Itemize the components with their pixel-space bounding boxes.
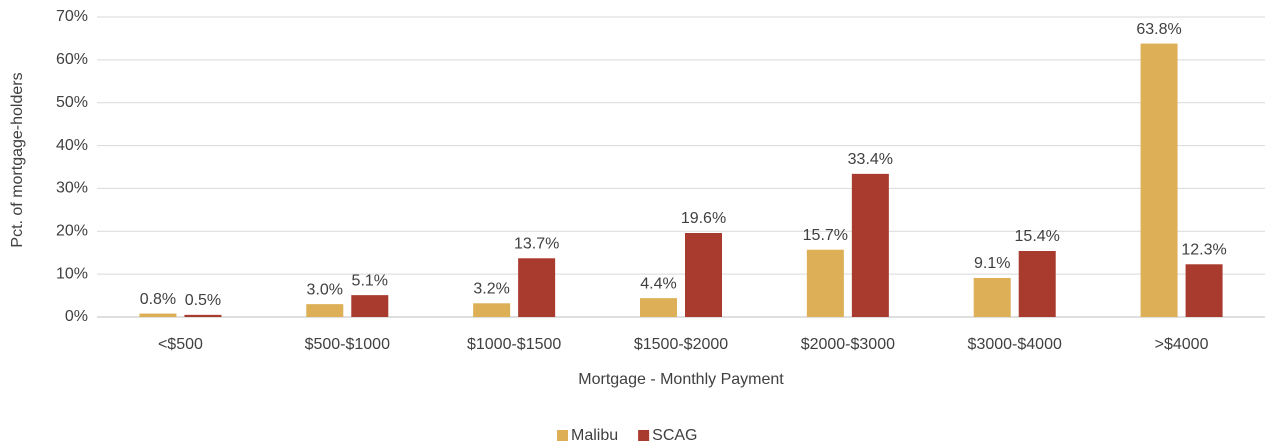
- y-axis-title: Pct. of mortgage-holders: [9, 72, 26, 247]
- bar: [184, 314, 222, 317]
- y-tick-label: 50%: [56, 94, 88, 111]
- data-label: 12.3%: [1181, 242, 1226, 259]
- bar: [1185, 264, 1223, 317]
- y-tick-label: 30%: [56, 180, 88, 197]
- x-tick-label: >$4000: [1155, 336, 1209, 353]
- bar: [640, 298, 677, 317]
- data-label: 33.4%: [848, 151, 893, 168]
- data-label: 19.6%: [681, 210, 726, 227]
- x-tick-label: $1000-$1500: [467, 336, 561, 353]
- bar: [685, 233, 722, 317]
- x-tick-label: $1500-$2000: [634, 336, 728, 353]
- y-tick-label: 0%: [65, 308, 88, 325]
- data-label: 4.4%: [640, 275, 676, 292]
- bar: [806, 249, 844, 317]
- x-axis-title: Mortgage - Monthly Payment: [578, 371, 784, 388]
- legend-label: SCAG: [652, 427, 697, 444]
- data-label: 15.4%: [1015, 228, 1060, 245]
- data-label: 15.7%: [803, 227, 848, 244]
- legend-swatch: [557, 430, 568, 441]
- bar: [473, 303, 511, 317]
- bar: [518, 258, 556, 317]
- data-label: 0.5%: [185, 292, 221, 309]
- x-tick-label: $3000-$4000: [968, 336, 1062, 353]
- bar: [973, 278, 1011, 317]
- bar: [851, 173, 889, 317]
- y-tick-label: 40%: [56, 137, 88, 154]
- bar: [139, 313, 177, 317]
- x-tick-label: $2000-$3000: [801, 336, 895, 353]
- bar: [306, 304, 344, 317]
- y-tick-label: 70%: [56, 8, 88, 25]
- bar: [1018, 251, 1056, 317]
- x-tick-label: $500-$1000: [305, 336, 391, 353]
- data-label: 63.8%: [1136, 21, 1181, 38]
- data-label: 9.1%: [974, 255, 1010, 272]
- data-label: 3.0%: [307, 281, 343, 298]
- y-tick-label: 20%: [56, 223, 88, 240]
- bar: [351, 295, 389, 317]
- x-tick-label: <$500: [158, 336, 203, 353]
- legend-label: Malibu: [571, 427, 618, 444]
- data-label: 3.2%: [473, 281, 509, 298]
- data-label: 0.8%: [140, 291, 176, 308]
- legend-swatch: [638, 430, 650, 441]
- y-tick-label: 10%: [56, 265, 88, 282]
- y-tick-label: 60%: [56, 51, 88, 68]
- data-label: 5.1%: [352, 272, 388, 289]
- bar: [1140, 43, 1178, 317]
- data-label: 13.7%: [514, 236, 559, 253]
